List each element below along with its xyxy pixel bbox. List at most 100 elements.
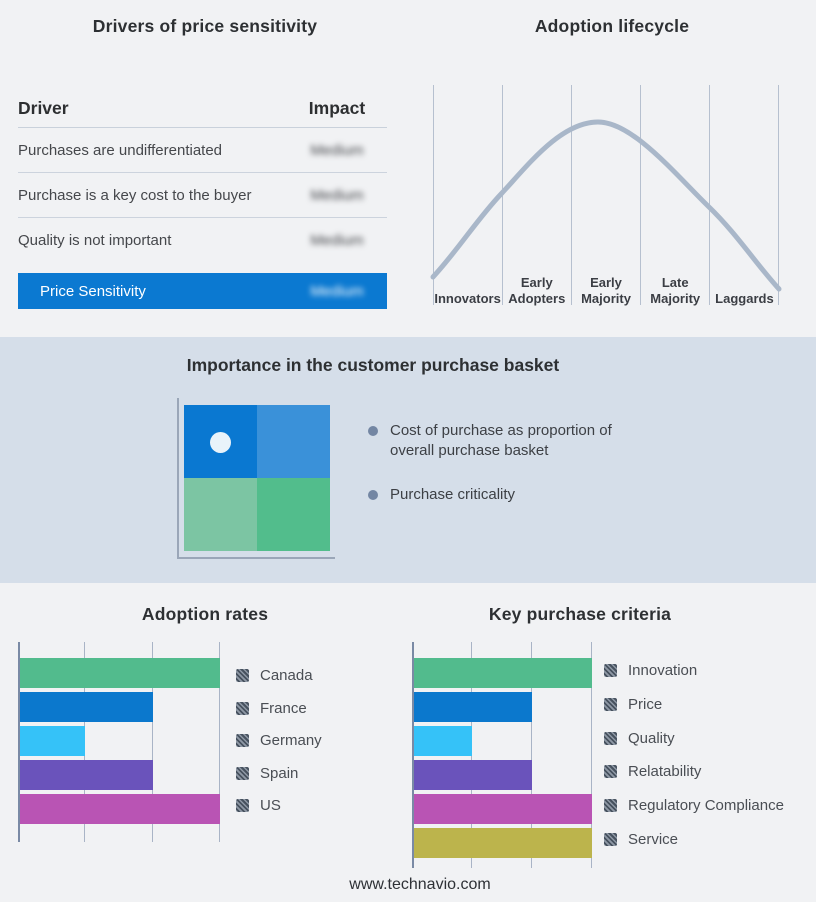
gridline — [531, 642, 532, 868]
hatched-swatch-icon — [604, 664, 617, 677]
hatched-swatch-icon — [236, 799, 249, 812]
key-purchase-criteria-title: Key purchase criteria — [488, 604, 672, 624]
bullet-item: Purchase criticality — [368, 485, 634, 505]
driver-row: Quality is not important Medium — [18, 218, 387, 262]
hatched-swatch-icon — [236, 734, 249, 747]
bell-curve — [430, 119, 782, 292]
stage-label: Innovators — [434, 290, 501, 306]
lifecycle-gridline — [433, 85, 434, 305]
legend-label: France — [260, 699, 307, 717]
hatched-swatch-icon — [236, 766, 249, 780]
legend-label: Relatability — [628, 763, 702, 781]
drivers-table-header: Driver Impact — [18, 90, 387, 128]
quadrant-cell-bottom-right — [257, 478, 330, 551]
legend-label: Regulatory Compliance — [628, 797, 784, 815]
legend-item: Relatability — [604, 763, 784, 780]
lifecycle-gridline — [640, 85, 641, 305]
key-purchase-criteria-plot — [412, 642, 592, 868]
legend-label: Germany — [260, 732, 322, 749]
stage-label: Early Adopters — [508, 275, 566, 306]
driver-row: Purchase is a key cost to the buyer Mediu… — [18, 173, 387, 218]
key-purchase-criteria-legend: Innovation Price Quality Relatability Regula… — [604, 662, 784, 848]
driver-cell: Quality is not important — [18, 231, 172, 249]
y-axis — [412, 642, 414, 868]
purchase-basket-section: Importance in the customer purchase bask… — [0, 337, 816, 583]
bar-innovation — [414, 658, 592, 688]
adoption-lifecycle-chart — [430, 85, 782, 305]
hatched-swatch-icon — [604, 697, 617, 711]
legend-item: France — [236, 700, 322, 717]
legend-item: Spain — [236, 765, 322, 782]
quadrant-cell-bottom-left — [184, 478, 257, 551]
gridline — [151, 642, 153, 842]
price-sensitivity-label: Price Sensitivity — [40, 282, 146, 300]
stage-label: Early Majority — [581, 275, 631, 306]
legend-label: Quality — [628, 729, 675, 747]
bar-service — [414, 828, 592, 858]
lifecycle-panel-title: Adoption lifecycle — [534, 16, 690, 36]
price-sensitivity-row: Price Sensitivity Medium — [18, 273, 387, 309]
quadrant-cell-top-right — [257, 405, 330, 478]
quadrant-cell-top-left — [184, 405, 257, 478]
quadrant-y-axis — [177, 398, 179, 558]
bar-spain — [20, 760, 153, 790]
driver-row: Purchases are undifferentiated Medium — [18, 128, 387, 173]
lifecycle-gridline — [778, 85, 779, 305]
legend-item: Quality — [604, 730, 784, 747]
gridline — [219, 642, 220, 842]
legend-label: Spain — [260, 764, 299, 782]
drivers-panel-title: Drivers of price sensitivity — [92, 16, 318, 36]
legend-item: Price — [604, 696, 784, 713]
adoption-rates-plot — [18, 642, 220, 842]
legend-item: Regulatory Compliance — [604, 797, 784, 814]
quadrant-x-axis — [177, 557, 335, 559]
stage-label: Late Majority — [650, 275, 701, 306]
legend-item: US — [236, 797, 322, 814]
legend-label: Innovation — [628, 662, 698, 679]
hatched-swatch-icon — [236, 701, 249, 715]
impact-cell: Medium — [310, 231, 364, 249]
drivers-table-rows: Purchases are undifferentiated Medium Purc… — [18, 128, 387, 262]
legend-label: Service — [628, 830, 679, 848]
lifecycle-gridline — [571, 85, 572, 305]
bar-price — [414, 692, 532, 722]
legend-label: US — [260, 797, 281, 814]
hatched-swatch-icon — [604, 731, 617, 745]
position-marker-dot — [210, 432, 231, 453]
y-axis — [18, 642, 20, 842]
impact-column-header: Impact — [308, 98, 366, 118]
drivers-table: Driver Impact Purchases are undifferenti… — [18, 90, 387, 309]
hatched-swatch-icon — [604, 799, 617, 813]
bullet-text: Purchase criticality — [390, 486, 516, 503]
bar-quality — [414, 726, 472, 756]
legend-item: Innovation — [604, 662, 784, 679]
impact-cell: Medium — [310, 141, 364, 159]
bar-relatability — [414, 760, 532, 790]
impact-cell: Medium — [310, 186, 364, 204]
hatched-swatch-icon — [604, 832, 617, 846]
adoption-rates-legend: Canada France Germany Spain US — [236, 667, 322, 814]
legend-item: Canada — [236, 667, 322, 684]
bar-canada — [20, 658, 220, 688]
stage-label: Laggards — [715, 290, 774, 306]
lifecycle-stage-labels: Innovators Early Adopters Early Majority La… — [433, 272, 779, 306]
website-url: www.technavio.com — [349, 876, 491, 893]
purchase-basket-quadrant — [184, 405, 330, 551]
bar-germany — [20, 726, 86, 756]
driver-cell: Purchase is a key cost to the buyer — [18, 186, 252, 204]
adoption-rates-title: Adoption rates — [141, 604, 269, 624]
hatched-swatch-icon — [604, 765, 617, 779]
bullet-item: Cost of purchase as proportion of overal… — [368, 421, 634, 461]
driver-cell: Purchases are undifferentiated — [18, 141, 223, 159]
driver-column-header: Driver — [18, 98, 69, 118]
basket-bullet-list: Cost of purchase as proportion of overal… — [368, 421, 634, 505]
legend-item: Service — [604, 831, 784, 848]
bar-france — [20, 692, 153, 722]
legend-label: Price — [628, 695, 663, 713]
bar-regulatory-compliance — [414, 794, 592, 824]
legend-item: Germany — [236, 732, 322, 749]
hatched-swatch-icon — [236, 669, 249, 682]
bullet-icon — [368, 490, 378, 500]
bullet-text: Cost of purchase as proportion of overal… — [390, 422, 612, 459]
